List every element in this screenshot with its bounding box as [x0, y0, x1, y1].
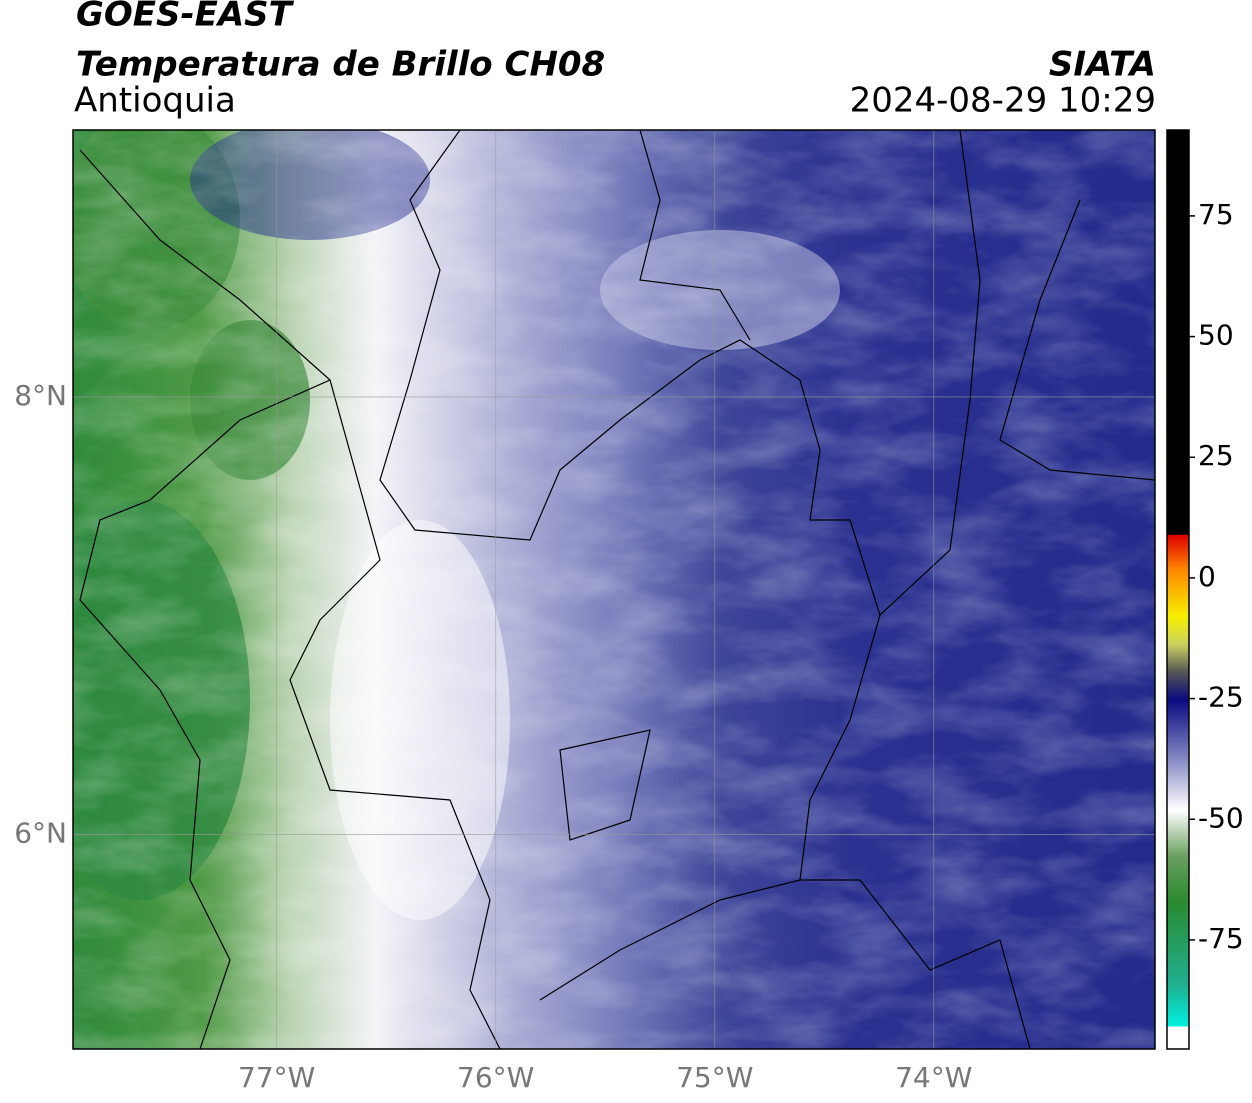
- colorbar-tick-label: -50: [1198, 801, 1244, 834]
- colorbar-tick-label: -25: [1198, 681, 1244, 714]
- colorbar-tick-label: 0: [1198, 560, 1216, 593]
- source: SIATA: [1049, 45, 1156, 85]
- y-tick-label: 8°N: [14, 379, 67, 412]
- region: Antioquia: [74, 81, 236, 121]
- colorbar: [1166, 129, 1190, 1050]
- map-frame: [72, 129, 1156, 1050]
- y-tick-label: 6°N: [14, 817, 67, 850]
- title: GOES-EAST: [76, 0, 295, 35]
- x-tick-label: 74°W: [895, 1061, 972, 1094]
- colorbar-tick-label: 25: [1198, 439, 1234, 472]
- x-tick-label: 77°W: [238, 1061, 315, 1094]
- x-tick-label: 76°W: [457, 1061, 534, 1094]
- datetime: 2024-08-29 10:29: [850, 81, 1156, 121]
- x-tick-label: 75°W: [676, 1061, 753, 1094]
- satellite-image: [73, 130, 1155, 1049]
- graticule: [73, 130, 1155, 1049]
- colorbar-tick-label: -75: [1198, 922, 1244, 955]
- colorbar-tick-label: 75: [1198, 198, 1234, 231]
- colorbar-tick-label: 50: [1198, 319, 1234, 352]
- subtitle: Temperatura de Brillo CH08: [76, 45, 605, 85]
